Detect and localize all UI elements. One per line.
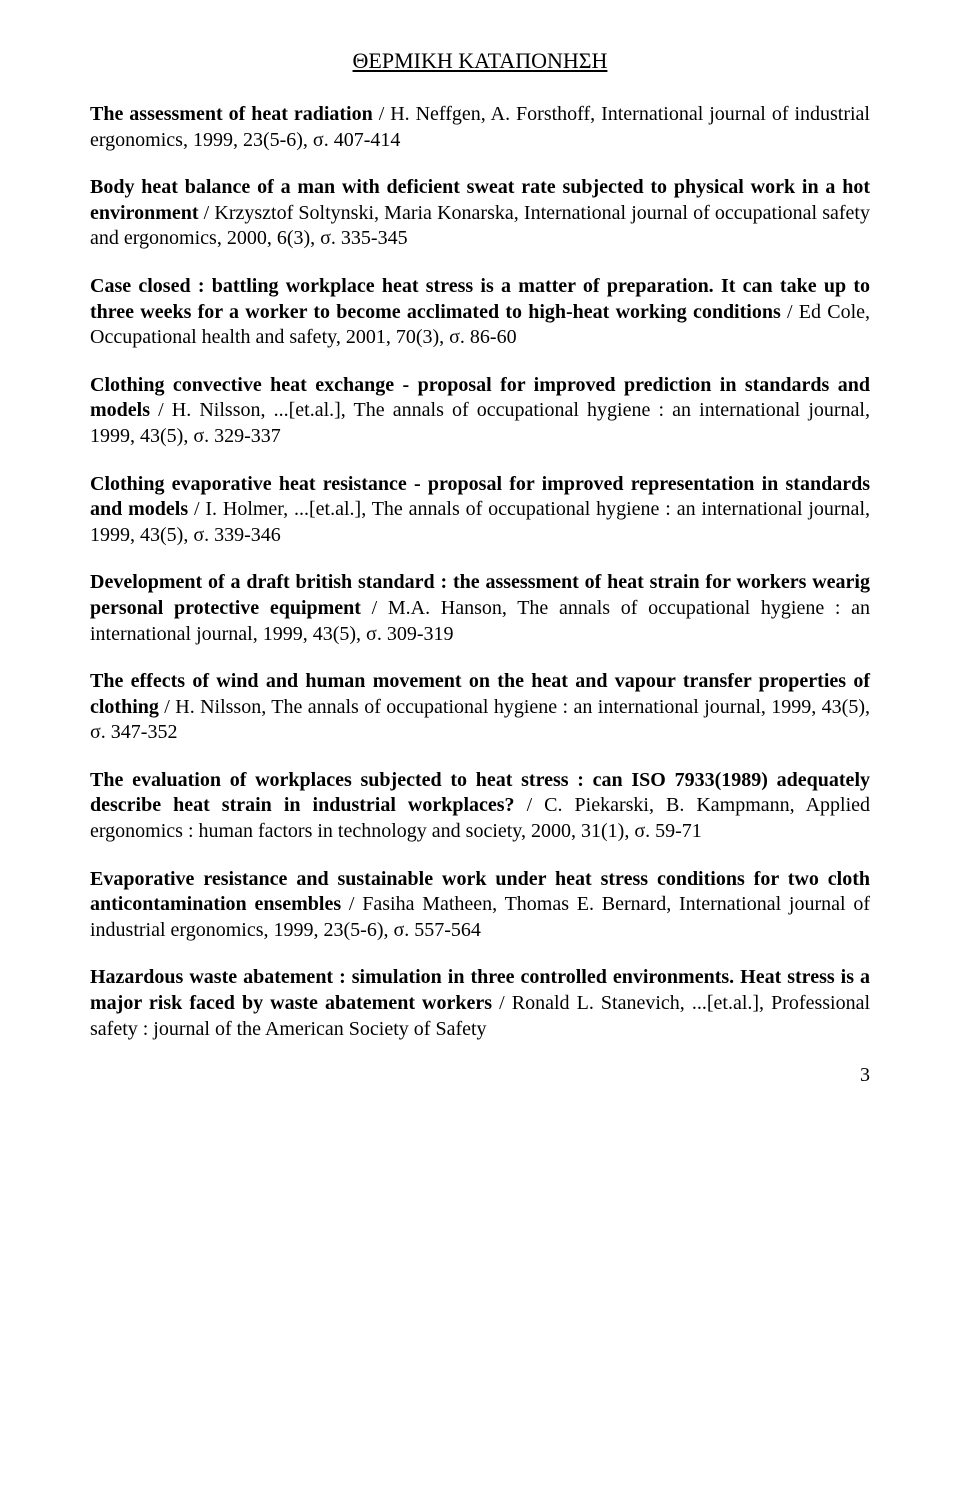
entry-citation: / H. Nilsson, ...[et.al.], The annals of… (90, 399, 870, 447)
bibliography-entry: Body heat balance of a man with deficien… (90, 175, 870, 252)
entry-citation: / I. Holmer, ...[et.al.], The annals of … (90, 498, 870, 546)
entry-citation: / Krzysztof Soltynski, Maria Konarska, I… (90, 202, 870, 250)
bibliography-entry: Clothing evaporative heat resistance - p… (90, 472, 870, 549)
bibliography-entry: The effects of wind and human movement o… (90, 669, 870, 746)
entry-title: The assessment of heat radiation (90, 103, 373, 125)
bibliography-entry: The assessment of heat radiation / H. Ne… (90, 102, 870, 153)
bibliography-entry: The evaluation of workplaces subjected t… (90, 768, 870, 845)
page-title: ΘΕΡΜΙΚΗ ΚΑΤΑΠΟΝΗΣΗ (90, 48, 870, 74)
bibliography-list: The assessment of heat radiation / H. Ne… (90, 102, 870, 1042)
bibliography-entry: Evaporative resistance and sustainable w… (90, 867, 870, 944)
bibliography-entry: Development of a draft british standard … (90, 570, 870, 647)
bibliography-entry: Hazardous waste abatement : simulation i… (90, 965, 870, 1042)
page-number: 3 (90, 1064, 870, 1087)
entry-title: Case closed : battling workplace heat st… (90, 275, 870, 323)
entry-citation: / H. Nilsson, The annals of occupational… (90, 696, 870, 744)
bibliography-entry: Case closed : battling workplace heat st… (90, 274, 870, 351)
bibliography-entry: Clothing convective heat exchange - prop… (90, 373, 870, 450)
document-page: ΘΕΡΜΙΚΗ ΚΑΤΑΠΟΝΗΣΗ The assessment of hea… (0, 0, 960, 1135)
